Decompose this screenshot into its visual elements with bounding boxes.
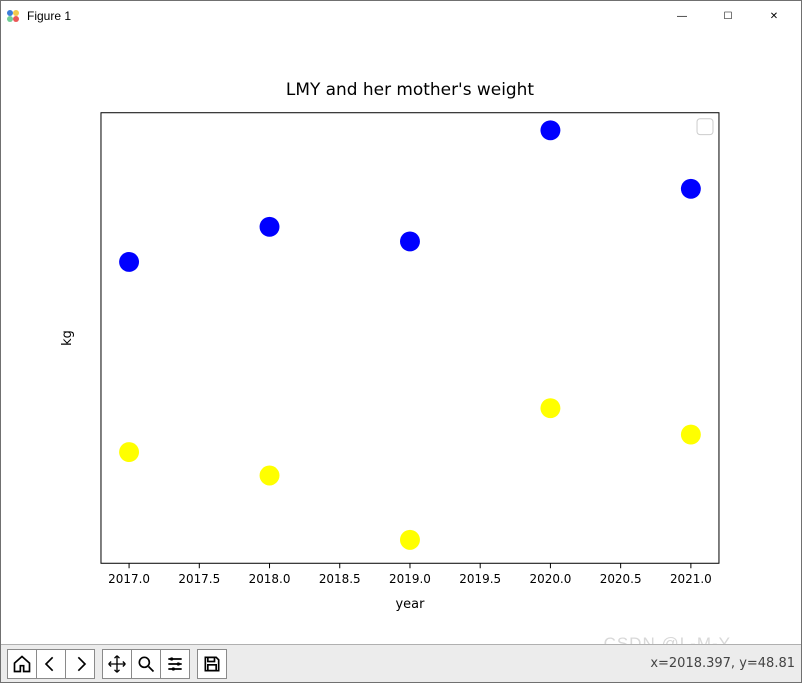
data-point xyxy=(260,217,280,237)
xtick-label: 2020.0 xyxy=(530,572,572,586)
data-point xyxy=(119,252,139,272)
xtick-label: 2017.5 xyxy=(178,572,220,586)
data-point xyxy=(400,231,420,251)
xtick-label: 2019.5 xyxy=(459,572,501,586)
maximize-button[interactable]: ☐ xyxy=(705,1,751,31)
app-icon xyxy=(5,8,21,24)
pan-button[interactable] xyxy=(102,649,132,679)
data-point xyxy=(260,466,280,486)
toolbar: x=2018.397, y=48.81 xyxy=(1,644,801,682)
figure-canvas[interactable]: LMY and her mother's weight 2017.0 2017.5 2… xyxy=(1,31,801,644)
minimize-button[interactable]: — xyxy=(659,1,705,31)
data-point xyxy=(540,398,560,418)
back-button[interactable] xyxy=(36,649,66,679)
save-button[interactable] xyxy=(197,649,227,679)
data-point xyxy=(400,530,420,550)
data-point xyxy=(119,442,139,462)
configure-button[interactable] xyxy=(160,649,190,679)
data-point xyxy=(681,179,701,199)
forward-button[interactable] xyxy=(65,649,95,679)
x-axis-label: year xyxy=(396,597,426,612)
y-axis-label: kg xyxy=(60,330,75,346)
zoom-button[interactable] xyxy=(131,649,161,679)
window-titlebar: Figure 1 — ☐ ✕ xyxy=(1,1,801,31)
plot-svg: LMY and her mother's weight 2017.0 2017.5 2… xyxy=(1,31,801,644)
home-button[interactable] xyxy=(7,649,37,679)
chart-title: LMY and her mother's weight xyxy=(286,79,534,99)
data-point xyxy=(540,120,560,140)
xtick-label: 2019.0 xyxy=(389,572,431,586)
xtick-label: 2020.5 xyxy=(600,572,642,586)
axes-box xyxy=(101,113,719,564)
data-point xyxy=(681,425,701,445)
close-button[interactable]: ✕ xyxy=(751,1,797,31)
xtick-label: 2018.0 xyxy=(249,572,291,586)
xtick-label: 2021.0 xyxy=(670,572,712,586)
coord-readout: x=2018.397, y=48.81 xyxy=(650,656,795,671)
xtick-label: 2017.0 xyxy=(108,572,150,586)
xtick-label: 2018.5 xyxy=(319,572,361,586)
window-title: Figure 1 xyxy=(27,9,71,23)
